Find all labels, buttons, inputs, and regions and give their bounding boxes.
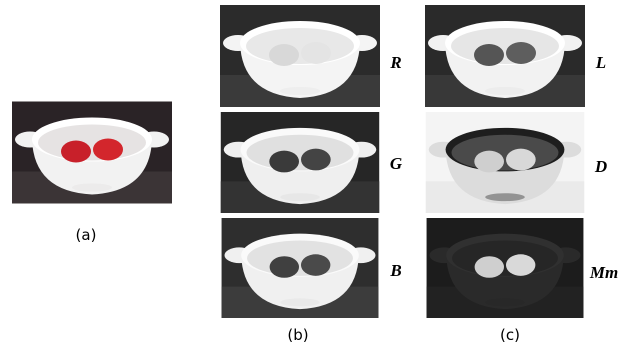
image-panel <box>220 5 380 107</box>
channel-label: G <box>390 154 403 173</box>
channel-label: R <box>389 53 401 72</box>
channel-label: L <box>595 53 606 72</box>
image-panel <box>12 102 172 204</box>
caption: (c) <box>500 326 520 344</box>
page: (a) R G B (b) L D Mm (c) (() => { const … <box>0 0 627 347</box>
figure: (a) R G B (b) L D Mm (c) <box>0 0 627 347</box>
caption: (b) <box>287 326 308 344</box>
image-panel <box>425 5 585 107</box>
image-panel <box>221 112 379 213</box>
channel-label: D <box>594 157 607 176</box>
caption: (a) <box>76 226 97 244</box>
image-panel <box>427 218 584 318</box>
channel-label: B <box>389 261 401 280</box>
channel-label: Mm <box>589 263 618 282</box>
image-panel <box>426 112 584 213</box>
image-panel <box>222 218 379 318</box>
